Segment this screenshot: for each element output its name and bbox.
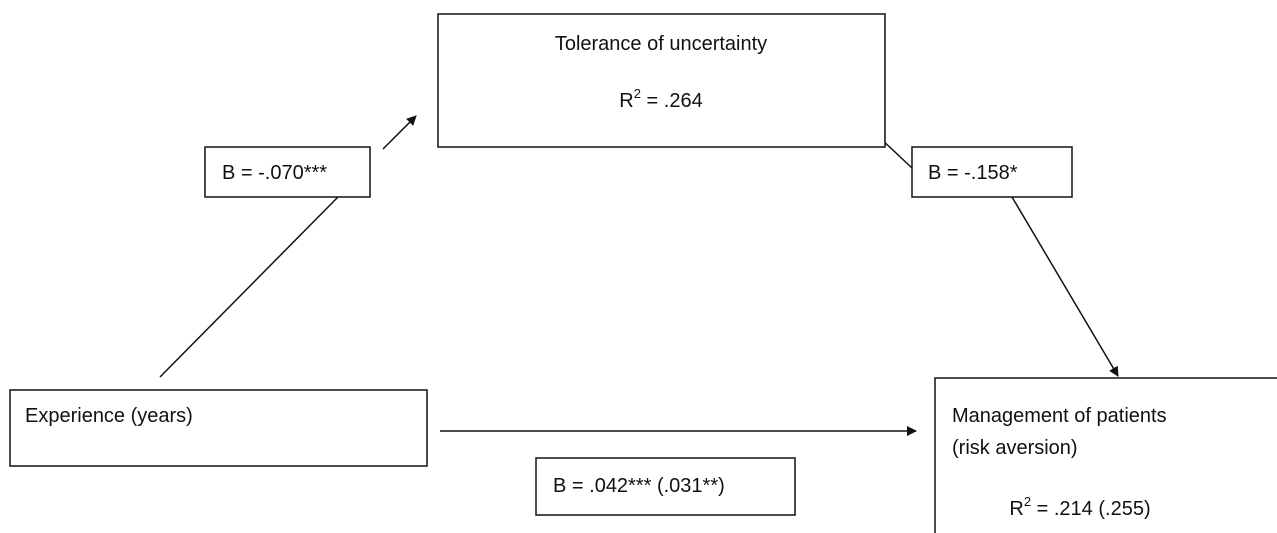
edge-label: B = -.158* [928, 162, 1018, 184]
node-box [934, 377, 1277, 533]
edge-label: B = -.070*** [222, 162, 327, 184]
node-stat: R2 = .214 (.255) [1009, 494, 1150, 520]
stat-rest: = .264 [641, 90, 703, 112]
node-box [437, 13, 886, 148]
stat-sup: 2 [1024, 494, 1031, 509]
node-label: Tolerance of uncertainty [555, 33, 767, 55]
edge-label: B = .042*** (.031**) [553, 475, 725, 497]
edge-label-box [535, 457, 796, 516]
stat-base: R [619, 90, 633, 112]
node-label: Experience (years) [25, 405, 193, 427]
node-stat: R2 = .264 [619, 86, 702, 112]
node-label: Management of patients [952, 405, 1167, 427]
edge-label-box [204, 146, 371, 198]
edge-line [159, 196, 339, 378]
node-label: (risk aversion) [952, 437, 1078, 459]
stat-rest: = .214 (.255) [1031, 498, 1151, 520]
stat-sup: 2 [634, 86, 641, 101]
edge-arrow [382, 115, 417, 150]
stat-base: R [1009, 498, 1023, 520]
edge-label-box [911, 146, 1073, 198]
edge-arrow [1011, 196, 1119, 377]
node-box [9, 389, 428, 467]
